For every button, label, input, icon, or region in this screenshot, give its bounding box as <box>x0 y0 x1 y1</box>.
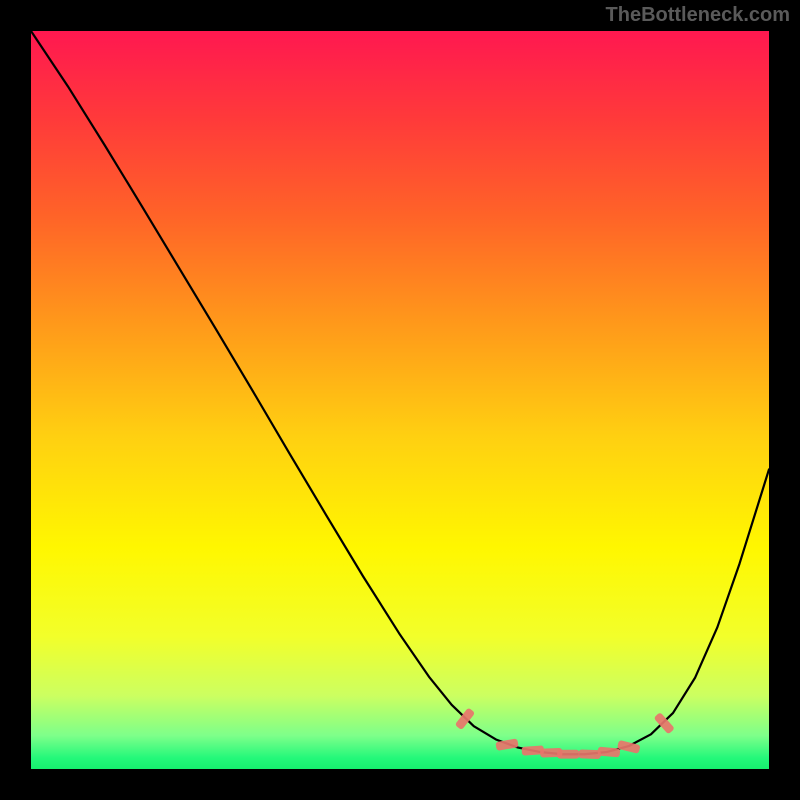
curve-marker <box>557 750 579 759</box>
watermark-text: TheBottleneck.com <box>606 4 790 27</box>
gradient-background <box>31 31 769 769</box>
plot-area <box>31 31 769 769</box>
chart-svg <box>31 31 769 769</box>
figure-container: TheBottleneck.com <box>0 0 800 800</box>
curve-marker <box>578 749 600 759</box>
